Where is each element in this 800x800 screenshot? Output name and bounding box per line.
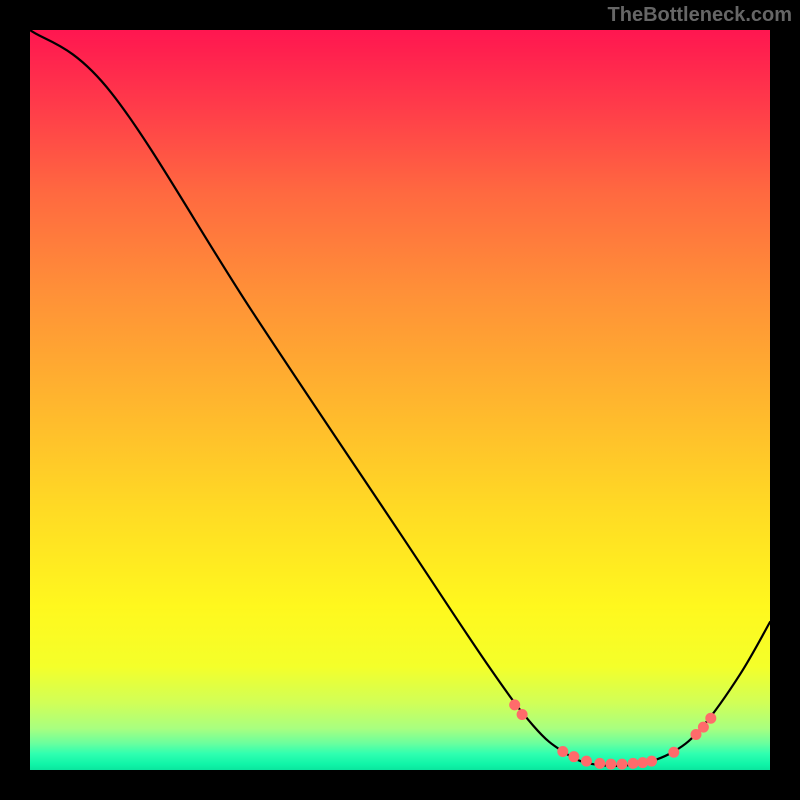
- data-marker: [558, 747, 568, 757]
- data-marker: [628, 758, 638, 768]
- data-marker: [669, 747, 679, 757]
- data-marker: [617, 759, 627, 769]
- attribution-text: TheBottleneck.com: [608, 4, 792, 27]
- data-marker: [647, 756, 657, 766]
- data-marker: [517, 710, 527, 720]
- data-marker: [606, 759, 616, 769]
- data-marker: [706, 713, 716, 723]
- bottleneck-curve-chart: [0, 0, 800, 800]
- data-marker: [698, 722, 708, 732]
- data-marker: [691, 729, 701, 739]
- plot-gradient-background: [30, 30, 770, 770]
- data-marker: [569, 752, 579, 762]
- data-marker: [595, 758, 605, 768]
- data-marker: [638, 758, 648, 768]
- data-marker: [581, 756, 591, 766]
- data-marker: [510, 700, 520, 710]
- chart-container: TheBottleneck.com: [0, 0, 800, 800]
